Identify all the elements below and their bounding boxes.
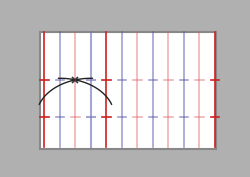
FancyBboxPatch shape [40,32,216,149]
